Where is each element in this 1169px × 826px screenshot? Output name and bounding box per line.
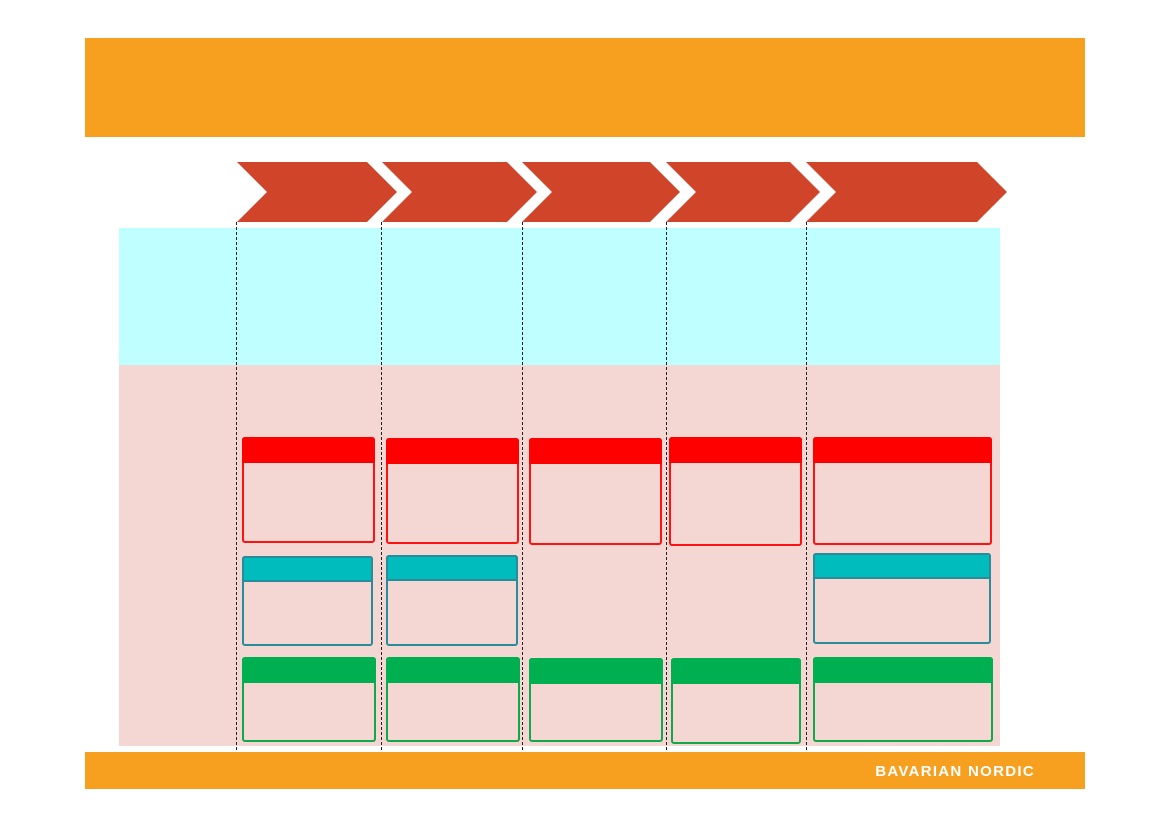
stage-arrow-4 [666, 162, 820, 222]
teal-box-stage-5 [813, 553, 991, 644]
green-box-stage-1 [242, 657, 376, 742]
green-box-header [813, 657, 993, 683]
stage-arrow-3 [522, 162, 680, 222]
red-box-header [529, 438, 662, 464]
green-box-stage-3 [529, 658, 663, 742]
green-box-stage-4 [671, 658, 801, 744]
teal-box-header [813, 553, 991, 579]
stage-divider-2 [381, 222, 382, 750]
title-bar [85, 38, 1085, 137]
green-box-header [529, 658, 663, 684]
stage-arrow-2 [382, 162, 537, 222]
teal-box-header [242, 556, 373, 582]
stage-arrow-1 [237, 162, 397, 222]
teal-box-header [386, 555, 518, 581]
green-box-stage-2 [386, 657, 520, 742]
red-box-stage-1 [242, 437, 375, 543]
red-box-stage-2 [386, 438, 519, 544]
teal-box-stage-2 [386, 555, 518, 646]
stage-divider-3 [522, 222, 523, 750]
stage-divider-4 [666, 222, 667, 750]
stage-divider-5 [806, 222, 807, 750]
teal-box-stage-1 [242, 556, 373, 646]
red-box-header [813, 437, 992, 463]
stage-divider-1 [236, 222, 237, 750]
red-box-stage-4 [669, 437, 802, 546]
cyan-row-band [119, 228, 1000, 365]
red-box-stage-3 [529, 438, 662, 545]
red-box-header [386, 438, 519, 464]
red-box-header [669, 437, 802, 463]
green-box-header [671, 658, 801, 684]
company-logo: BAVARIAN NORDIC [875, 763, 1035, 780]
green-box-header [242, 657, 376, 683]
green-box-stage-5 [813, 657, 993, 742]
red-box-stage-5 [813, 437, 992, 545]
red-box-header [242, 437, 375, 463]
footer-bar: BAVARIAN NORDIC [85, 752, 1085, 789]
green-box-header [386, 657, 520, 683]
stage-arrow-5 [806, 162, 1007, 222]
